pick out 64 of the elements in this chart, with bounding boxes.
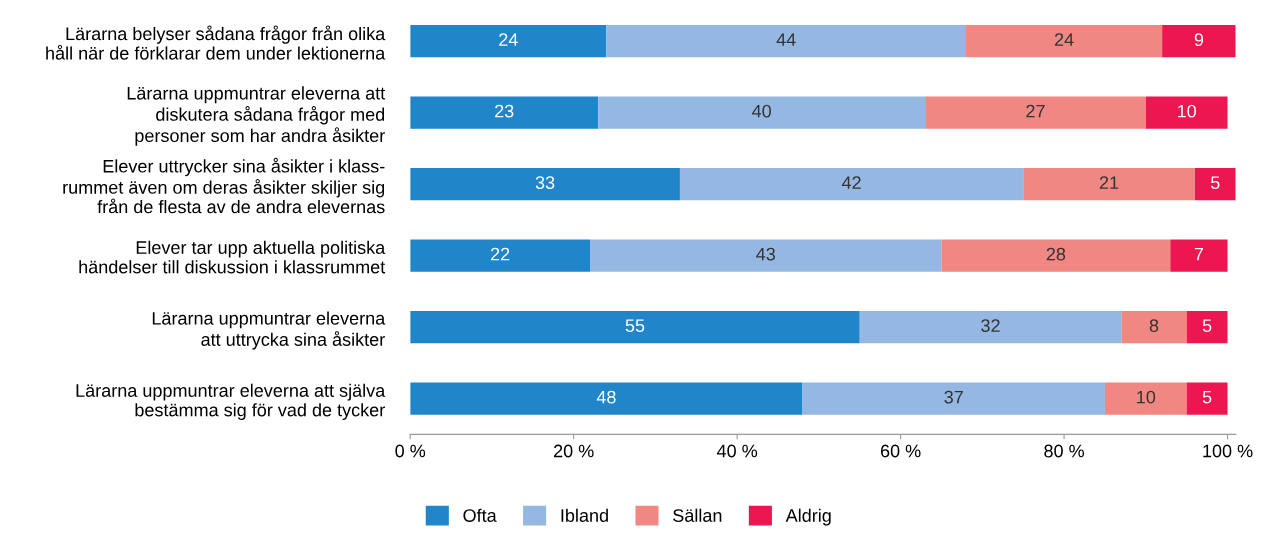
x-tick-label: 0 %	[395, 444, 426, 458]
x-tick-label: 40 %	[716, 444, 758, 458]
bar	[410, 96, 599, 129]
bar	[941, 239, 1171, 272]
bar	[590, 239, 942, 272]
data-label: 21	[1099, 176, 1119, 189]
bar	[1186, 311, 1228, 344]
data-label: 24	[1054, 33, 1074, 46]
data-label: 23	[495, 104, 514, 118]
data-label: 32	[981, 319, 1000, 332]
x-tick-label: 20 %	[554, 444, 594, 458]
data-label: 33	[535, 176, 555, 190]
bar	[410, 168, 680, 201]
data-label: 24	[499, 33, 518, 46]
data-label: 27	[1026, 104, 1045, 118]
bar	[1121, 311, 1187, 344]
y-tick-label: Elever uttrycker sina åsikter i klass- rummet även om deras åsikter skiljer sig från de flesta av de andra elevernas	[63, 157, 385, 214]
bar	[802, 382, 1105, 415]
legend-label: Ofta	[463, 508, 497, 522]
data-label: 7	[1194, 247, 1204, 261]
bar	[679, 168, 1024, 201]
data-label: 8	[1149, 319, 1159, 332]
y-tick-label: Lärarna belyser sådana frågor från olika håll när de förklarar dem under lektionerna	[46, 25, 386, 60]
bar	[410, 239, 591, 272]
bar	[410, 311, 860, 344]
data-label: 28	[1046, 247, 1066, 261]
data-label: 5	[1202, 390, 1212, 404]
bar	[1170, 239, 1228, 272]
bar	[606, 25, 966, 58]
bar	[1162, 25, 1236, 58]
data-label: 55	[625, 319, 645, 332]
data-label: 22	[490, 247, 510, 261]
bar	[1104, 382, 1187, 415]
y-tick-label: Lärarna uppmuntrar eleverna att själva bestämma sig för vad de tycker	[76, 383, 386, 420]
data-label: 10	[1178, 104, 1197, 118]
data-label: 42	[841, 176, 861, 189]
bar	[1023, 168, 1195, 201]
data-label: 43	[756, 247, 775, 261]
y-tick-label: Lärarna uppmuntrar eleverna att uttrycka sina åsikter	[152, 311, 386, 350]
bar	[598, 96, 926, 129]
data-label: 5	[1210, 176, 1220, 190]
y-tick-label: Elever tar upp aktuella politiska händelser till diskussion i klassrummet	[79, 240, 386, 274]
bar	[410, 25, 607, 58]
data-label: 10	[1137, 390, 1156, 404]
bar	[859, 311, 1122, 344]
x-tick-label: 100 %	[1203, 444, 1253, 458]
data-label: 5	[1202, 319, 1212, 332]
bar	[1194, 168, 1236, 201]
bar	[410, 382, 803, 415]
bar	[1145, 96, 1228, 129]
data-label: 48	[596, 390, 616, 404]
bar	[925, 96, 1146, 129]
legend-label: Ibland	[561, 508, 608, 522]
legend-label: Sällan	[673, 508, 722, 522]
data-label: 37	[944, 390, 963, 404]
x-tick-label: 80 %	[1044, 444, 1085, 458]
data-label: 40	[752, 104, 771, 118]
legend-label: Aldrig	[785, 508, 831, 526]
data-label: 9	[1194, 33, 1204, 47]
y-tick-label: Lärarna uppmuntrar eleverna att diskutera sådana frågor med personer som har andra åsikter	[127, 86, 386, 146]
x-tick-label: 60 %	[880, 444, 921, 458]
bar	[965, 25, 1163, 58]
bar	[1186, 382, 1228, 415]
data-label: 44	[776, 33, 796, 46]
